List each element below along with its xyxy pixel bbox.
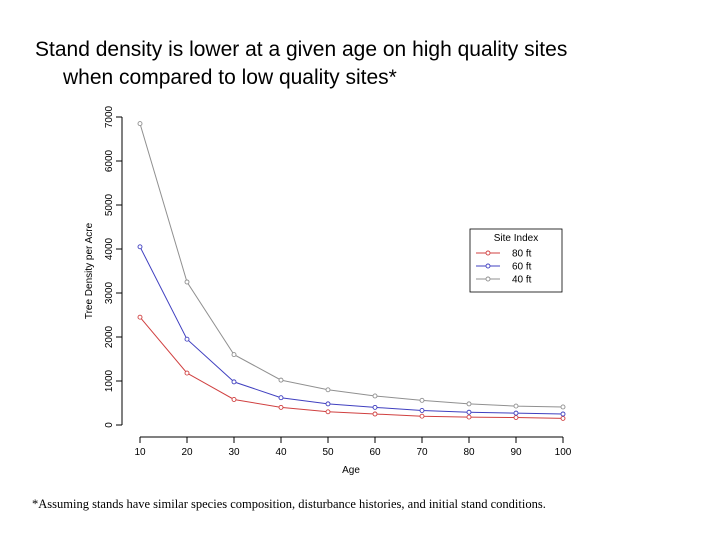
x-axis-label: Age — [342, 465, 360, 476]
data-point — [184, 279, 190, 285]
data-point — [184, 370, 190, 376]
legend-box — [469, 228, 563, 293]
data-point — [560, 415, 566, 421]
data-point — [278, 377, 284, 383]
data-point — [419, 408, 425, 413]
x-tick-label: 10 — [134, 447, 146, 458]
y-tick-label: 4000 — [104, 237, 115, 260]
x-tick-label: 50 — [322, 447, 334, 458]
x-tick-label: 60 — [369, 447, 381, 458]
data-point — [466, 414, 472, 420]
legend-swatch-marker — [485, 276, 491, 282]
x-tick-label: 70 — [416, 447, 428, 458]
y-tick-label: 5000 — [104, 193, 115, 216]
slide-title-line-1: Stand density is lower at a given age on… — [35, 38, 568, 61]
data-point — [419, 413, 425, 419]
data-point — [419, 397, 425, 403]
data-point — [325, 409, 331, 415]
x-tick-label: 20 — [181, 447, 193, 458]
series-60-ft — [137, 244, 566, 417]
y-tick-label: 0 — [104, 422, 115, 428]
data-point — [560, 404, 566, 410]
data-point — [513, 403, 519, 409]
data-point — [325, 387, 331, 393]
y-tick-label: 1000 — [104, 369, 115, 392]
series-40-ft — [137, 121, 566, 410]
data-point — [137, 314, 143, 320]
series-line — [139, 316, 564, 419]
data-point — [372, 411, 378, 417]
x-tick-label: 80 — [463, 447, 475, 458]
series-80-ft — [137, 314, 566, 421]
slide-title-line-2: when compared to low quality sites* — [63, 66, 397, 89]
chart-series — [137, 121, 566, 421]
data-point — [372, 393, 378, 399]
x-tick-label: 100 — [555, 447, 572, 458]
data-point — [231, 379, 237, 385]
footnote: *Assuming stands have similar species co… — [32, 497, 546, 511]
data-point — [466, 401, 472, 407]
x-tick-label: 90 — [510, 447, 522, 458]
legend-swatch-marker — [485, 250, 491, 256]
legend-swatch-marker — [485, 263, 491, 269]
x-tick-label: 40 — [275, 447, 287, 458]
y-tick-label: 6000 — [104, 149, 115, 172]
legend-entry-label: 60 ft — [512, 262, 532, 273]
legend-title: Site Index — [494, 233, 538, 244]
data-point — [466, 409, 472, 415]
data-point — [137, 121, 143, 127]
data-point — [231, 397, 237, 402]
series-line — [139, 246, 564, 415]
data-point — [231, 352, 237, 358]
data-point — [137, 244, 143, 250]
legend-entry-label: 40 ft — [512, 275, 532, 286]
x-tick-label: 30 — [228, 447, 240, 458]
chart-legend: Site Index 80 ft 60 ft 40 ft — [469, 228, 563, 293]
data-point — [278, 395, 284, 401]
y-tick-label: 7000 — [104, 105, 115, 128]
slide-title: Stand density is lower at a given age on… — [35, 36, 695, 92]
data-point — [184, 336, 190, 342]
data-point — [278, 404, 284, 410]
legend-entry-label: 80 ft — [512, 249, 532, 260]
data-point — [513, 410, 519, 416]
data-point — [513, 415, 519, 420]
series-line — [139, 123, 564, 408]
y-axis-label: Tree Density per Acre — [84, 222, 95, 319]
data-point — [325, 401, 331, 407]
y-tick-label: 2000 — [104, 325, 115, 348]
data-point — [372, 404, 378, 410]
data-point — [560, 411, 566, 417]
chart-axes: 0 1000 2000 3000 4000 5000 6000 7000 10 20 30 40 50 6… — [84, 105, 572, 476]
y-tick-label: 3000 — [104, 281, 115, 304]
